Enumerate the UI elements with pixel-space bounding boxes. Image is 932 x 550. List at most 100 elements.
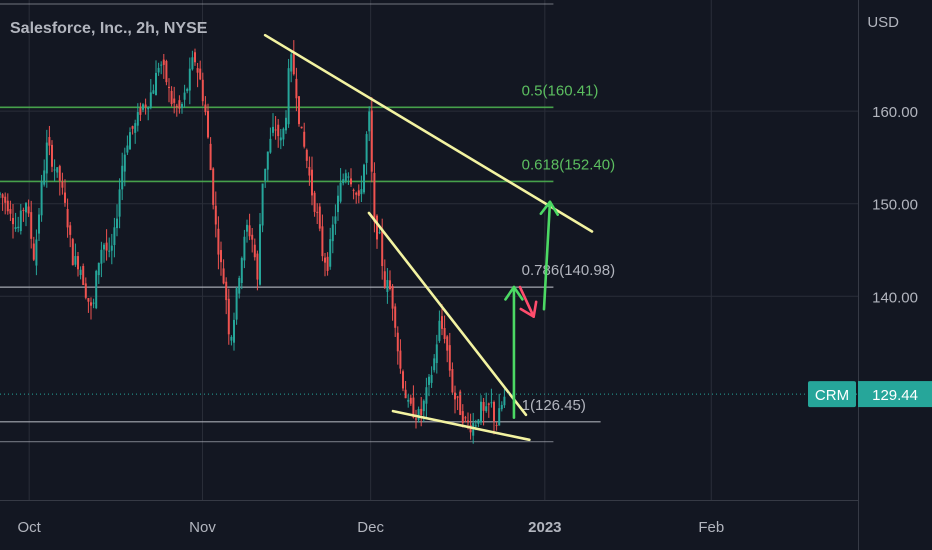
candle-body xyxy=(269,138,272,153)
candle-body xyxy=(487,403,490,405)
candle-body xyxy=(201,79,204,102)
candle-body xyxy=(71,239,74,266)
candle-body xyxy=(58,166,61,181)
candle-body xyxy=(209,143,212,171)
candle-body xyxy=(467,420,469,423)
candle-body xyxy=(152,90,155,94)
candle-body xyxy=(188,68,191,91)
candle-body xyxy=(259,224,261,285)
candle-body xyxy=(428,376,430,385)
candle-body xyxy=(446,336,449,351)
candle-body xyxy=(394,306,397,328)
candle-body xyxy=(331,224,334,242)
candle-body xyxy=(139,107,142,115)
candle-body xyxy=(378,232,381,234)
candle-body xyxy=(95,271,98,309)
candle-body xyxy=(227,298,230,335)
candle-body xyxy=(368,111,371,132)
candle-body xyxy=(77,256,79,270)
candle-body xyxy=(126,145,129,153)
candle-body xyxy=(256,253,259,280)
candle-body xyxy=(363,164,365,193)
candle-body xyxy=(25,203,27,213)
candle-body xyxy=(53,169,56,171)
y-tick-label: 150.00 xyxy=(872,197,918,214)
candle-body xyxy=(69,225,72,235)
candle-body xyxy=(490,402,493,404)
candle-body xyxy=(30,212,33,239)
candle-body xyxy=(402,371,404,389)
candle-body xyxy=(105,242,108,251)
candle-body xyxy=(477,419,480,424)
candle-body xyxy=(399,350,402,369)
candle-body xyxy=(233,319,235,343)
candle-body xyxy=(274,129,277,131)
candle-body xyxy=(248,225,251,237)
candle-body xyxy=(235,288,238,320)
candle-body xyxy=(181,103,183,108)
candle-body xyxy=(454,392,456,400)
candle-body xyxy=(238,277,241,294)
candle-body xyxy=(230,336,233,341)
projection-arrow-head xyxy=(539,200,560,216)
candle-body xyxy=(264,168,267,181)
candle-body xyxy=(298,96,300,125)
candle-body xyxy=(129,132,131,150)
trendline xyxy=(367,211,528,417)
candle-body xyxy=(191,57,194,70)
candle-body xyxy=(498,408,501,426)
candle-body xyxy=(495,424,498,426)
candle-body xyxy=(43,170,46,185)
candle-body xyxy=(389,280,391,290)
fib-level-label: 0.5(160.41) xyxy=(522,82,599,99)
candle-body xyxy=(225,281,228,301)
candle-body xyxy=(321,226,324,257)
candle-body xyxy=(279,137,282,141)
candle-body xyxy=(253,244,256,258)
candle-body xyxy=(451,369,454,393)
candle-body xyxy=(433,358,436,371)
candle-body xyxy=(87,298,90,302)
candle-body xyxy=(64,192,66,203)
x-tick-label: Dec xyxy=(357,519,384,536)
candle-body xyxy=(79,269,82,275)
candle-body xyxy=(204,104,207,113)
chart-title: Salesforce, Inc., 2h, NYSE xyxy=(10,20,208,37)
candle-body xyxy=(344,173,347,181)
y-tick-label: 140.00 xyxy=(872,289,918,306)
candle-body xyxy=(27,206,30,214)
candle-body xyxy=(40,181,43,216)
candle-body xyxy=(435,344,438,364)
candle-body xyxy=(287,68,290,125)
candle-body xyxy=(326,256,329,271)
candle-body xyxy=(147,107,150,110)
candle-body xyxy=(482,402,485,411)
candle-body xyxy=(183,92,186,100)
candle-body xyxy=(277,124,280,137)
last-price-badge xyxy=(858,381,932,408)
candle-body xyxy=(350,178,352,185)
candle-body xyxy=(9,209,12,214)
candle-body xyxy=(173,98,176,103)
x-tick-label: Feb xyxy=(698,519,724,536)
candle-body xyxy=(168,86,170,89)
candle-body xyxy=(38,214,40,234)
candle-body xyxy=(461,411,464,424)
last-price-label: 129.44 xyxy=(872,387,918,404)
candle-body xyxy=(396,332,399,352)
candle-body xyxy=(334,216,337,224)
candle-body xyxy=(212,168,215,205)
candle-body xyxy=(123,154,126,172)
candle-body xyxy=(134,123,137,133)
candle-body xyxy=(438,320,441,341)
candle-body xyxy=(14,227,17,230)
candle-body xyxy=(381,228,384,267)
candle-body xyxy=(324,257,326,263)
candle-body xyxy=(407,399,410,402)
fib-level-label: 0.786(140.98) xyxy=(522,262,615,279)
candle-body xyxy=(110,245,113,251)
candle-body xyxy=(149,92,152,108)
symbol-badge xyxy=(808,381,856,408)
candle-body xyxy=(199,68,202,80)
